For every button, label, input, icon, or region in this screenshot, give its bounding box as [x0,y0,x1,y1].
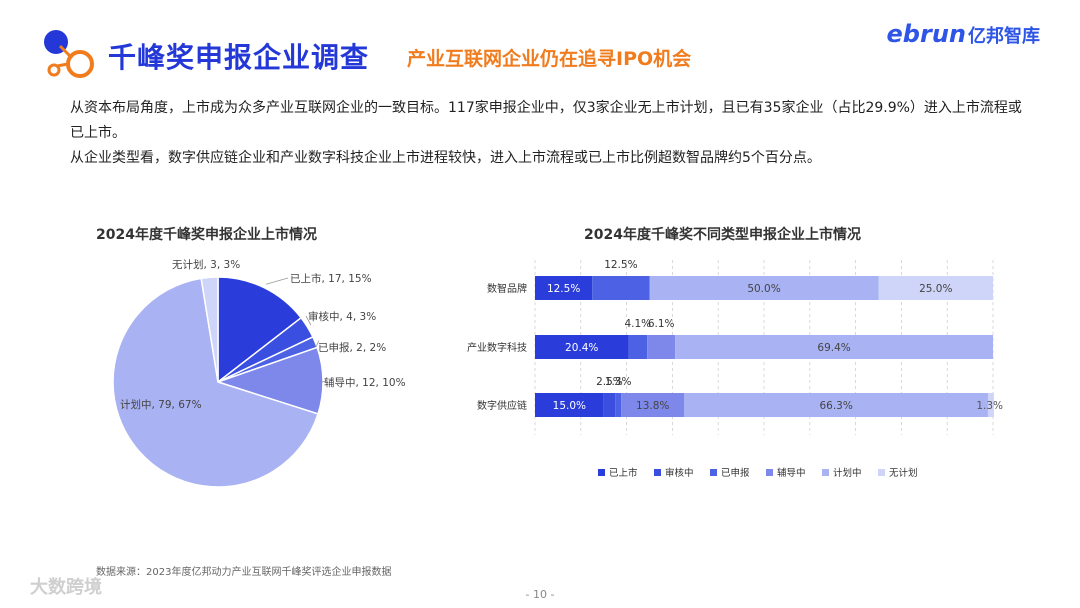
legend-label-2: 已申报 [721,467,750,479]
category-label-1: 产业数字科技 [467,341,527,354]
page-subtitle: 产业互联网企业仍在追寻IPO机会 [407,48,692,70]
pie-label-0: 已上市, 17, 15% [290,272,372,285]
data-label-2-1: 2.5% [596,376,623,388]
legend-label-0: 已上市 [609,467,638,479]
pie-slice-4 [112,277,319,488]
bar-segment-0-2 [592,276,650,300]
legend-swatch-3 [766,469,773,476]
legend-swatch-2 [710,469,717,476]
data-label-2-4: 66.3% [819,400,852,412]
watermark: 大数跨境 [30,577,102,598]
bar-segment-0-5 [878,276,993,300]
category-label-0: 数智品牌 [487,282,527,295]
legend-swatch-0 [598,469,605,476]
bar-segment-1-4 [675,335,993,359]
data-label-1-3: 69.4% [817,342,850,354]
summary-text: 从资本布局角度，上市成为众多产业互联网企业的一致目标。117家申报企业中，仅3家… [70,96,1030,171]
legend-label-4: 计划中 [833,467,862,479]
logo-mark-icon [44,30,94,78]
bar-segment-2-0 [535,393,604,417]
data-label-1-2: 6.1% [648,318,675,330]
bar-segment-1-3 [647,335,676,359]
legend-swatch-5 [878,469,885,476]
data-label-2-0: 15.0% [553,400,586,412]
pie-label-4: 计划中, 79, 67% [120,398,202,411]
bar-segment-2-3 [621,393,685,417]
legend-swatch-1 [654,469,661,476]
bar-chart: 数智品牌 12.5%12.5%50.0% 25.0%产业数字科技 20.4%4.1%6… [467,259,1003,479]
bar-segment-2-4 [684,393,988,417]
pie-chart-title: 2024年度千峰奖申报企业上市情况 [96,227,317,243]
bar-chart-title: 2024年度千峰奖不同类型申报企业上市情况 [584,227,861,243]
legend-label-5: 无计划 [889,467,918,479]
data-label-1-1: 4.1% [624,318,651,330]
bar-segment-2-2 [615,393,622,417]
summary-paragraph-1: 从资本布局角度，上市成为众多产业互联网企业的一致目标。117家申报企业中，仅3家… [70,100,1022,141]
page-number: - 10 - [525,588,555,601]
pie-label-3: 辅导中, 12, 10% [324,376,406,389]
pie-leader-line [321,380,328,383]
data-label-0-0: 12.5% [547,283,580,295]
bar-segment-1-0 [535,335,629,359]
brand-name: ebrun [886,20,966,48]
data-label-0-3: 25.0% [919,283,952,295]
data-label-2-2: 1.3% [605,376,632,388]
pie-label-5: 无计划, 3, 3% [172,258,240,271]
data-label-0-2: 50.0% [747,283,780,295]
bar-segment-0-0 [535,276,593,300]
pie-chart: 已上市, 17, 15% 审核中, 4, 3% 已申报, 2, 2% 辅导中, 12,… [112,258,406,488]
data-source-note: 数据来源：2023年度亿邦动力产业互联网千峰奖评选企业申报数据 [96,567,392,578]
legend-label-1: 审核中 [665,467,694,479]
bar-segment-0-4 [649,276,879,300]
category-label-2: 数字供应链 [477,399,527,412]
legend-swatch-4 [822,469,829,476]
pie-leader-line [305,315,312,326]
data-label-2-5: 1.3% [976,400,1003,412]
summary-paragraph-2: 从企业类型看，数字供应链企业和产业数字科技企业上市进程较快，进入上市流程或已上市… [70,150,821,166]
page-title: 千峰奖申报企业调查 [108,41,370,74]
pie-slice-0 [217,276,303,384]
pie-leader-line [315,340,320,348]
pie-slice-5 [200,276,219,383]
pie-label-2: 已申报, 2, 2% [318,341,386,354]
bar-segment-2-1 [603,393,616,417]
bar-segment-1-2 [628,335,648,359]
brand-name-cn: 亿邦智库 [968,26,1040,47]
pie-leader-line [265,277,289,285]
bar-segment-2-5 [987,393,994,417]
data-label-1-0: 20.4% [565,342,598,354]
pie-label-1: 审核中, 4, 3% [308,310,376,323]
brand-logo: ebrun 亿邦智库 [887,20,1040,48]
data-label-0-1: 12.5% [604,259,637,271]
legend-label-3: 辅导中 [777,467,806,479]
data-label-2-3: 13.8% [636,400,669,412]
